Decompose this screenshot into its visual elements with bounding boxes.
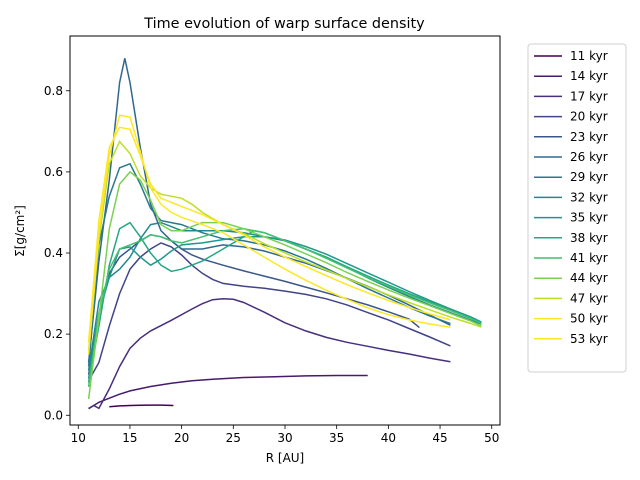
series-line-11 (87, 170, 482, 400)
x-tick-label: 40 (381, 431, 396, 445)
legend-label: 26 kyr (570, 150, 608, 164)
x-axis-label: R [AU] (266, 451, 305, 465)
y-tick-label: 0.0 (44, 408, 63, 422)
legend-label: 41 kyr (570, 251, 608, 265)
legend-label: 38 kyr (570, 231, 608, 245)
series-line-3 (87, 242, 451, 382)
x-tick-label: 35 (329, 431, 344, 445)
legend: 11 kyr 14 kyr 17 kyr 20 kyr 23 kyr 26 kyr 29 k… (527, 43, 627, 373)
x-tick-label: 20 (174, 431, 189, 445)
legend-label: 14 kyr (570, 69, 608, 83)
legend-label: 35 kyr (570, 211, 608, 225)
legend-frame (527, 43, 627, 373)
series-line-0 (109, 404, 174, 408)
series-line-14 (87, 114, 451, 355)
plot-frame (69, 35, 501, 426)
y-tick-label: 0.6 (44, 165, 63, 179)
y-tick-label: 0.8 (44, 84, 63, 98)
x-tick-label: 30 (277, 431, 292, 445)
legend-label: 29 kyr (570, 170, 608, 184)
legend-label: 44 kyr (570, 271, 608, 285)
legend-label: 53 kyr (570, 332, 608, 346)
series-line-2 (88, 298, 451, 410)
y-axis-label: Σ[g/cm²] (13, 205, 27, 257)
series-lines (87, 58, 482, 410)
series-line-4 (87, 234, 420, 375)
x-axis-ticks: 10 15 20 25 30 35 40 45 50 (71, 425, 499, 445)
legend-label: 50 kyr (570, 312, 608, 326)
legend-label: 47 kyr (570, 291, 608, 305)
series-line-9 (87, 221, 482, 383)
x-tick-label: 50 (484, 431, 499, 445)
legend-label: 17 kyr (570, 89, 608, 103)
series-line-6 (87, 162, 451, 367)
series-line-13 (87, 126, 451, 343)
y-axis-ticks: 0.0 0.2 0.4 0.6 0.8 (44, 84, 70, 422)
series-line-12 (87, 140, 482, 351)
legend-label: 20 kyr (570, 110, 608, 124)
chart-title: Time evolution of warp surface density (143, 16, 425, 32)
series-line-1 (88, 374, 368, 410)
y-tick-label: 0.2 (44, 327, 63, 341)
x-tick-label: 25 (226, 431, 241, 445)
y-tick-label: 0.4 (44, 246, 63, 260)
legend-label: 32 kyr (570, 190, 608, 204)
x-tick-label: 15 (122, 431, 137, 445)
x-tick-label: 10 (71, 431, 86, 445)
legend-label: 23 kyr (570, 130, 608, 144)
x-tick-label: 45 (432, 431, 447, 445)
legend-label: 11 kyr (570, 49, 608, 63)
